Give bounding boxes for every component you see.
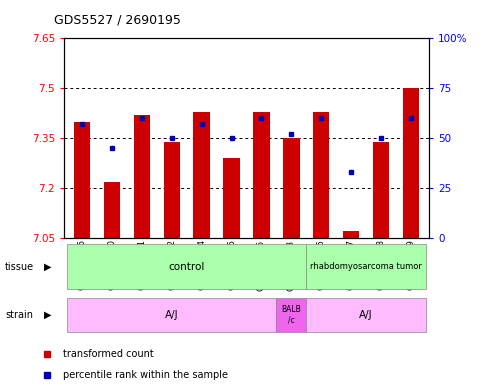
Bar xyxy=(313,112,329,238)
Bar xyxy=(134,115,150,238)
Text: tissue: tissue xyxy=(5,262,34,272)
Text: A/J: A/J xyxy=(165,310,178,320)
FancyBboxPatch shape xyxy=(67,298,277,332)
FancyBboxPatch shape xyxy=(306,245,426,290)
Bar xyxy=(164,142,180,238)
Bar xyxy=(74,122,90,238)
Bar xyxy=(253,112,270,238)
Text: control: control xyxy=(169,262,205,272)
Text: strain: strain xyxy=(5,310,33,320)
Text: percentile rank within the sample: percentile rank within the sample xyxy=(63,370,228,380)
Bar xyxy=(193,112,210,238)
Bar xyxy=(403,88,419,238)
FancyBboxPatch shape xyxy=(277,298,306,332)
Text: A/J: A/J xyxy=(359,310,373,320)
Bar xyxy=(343,232,359,238)
FancyBboxPatch shape xyxy=(306,298,426,332)
Bar xyxy=(373,142,389,238)
Text: transformed count: transformed count xyxy=(63,349,153,359)
Text: GDS5527 / 2690195: GDS5527 / 2690195 xyxy=(54,14,181,27)
Bar xyxy=(104,182,120,238)
Text: BALB
/c: BALB /c xyxy=(282,305,301,324)
Text: ▶: ▶ xyxy=(44,310,52,320)
Bar xyxy=(223,158,240,238)
Text: rhabdomyosarcoma tumor: rhabdomyosarcoma tumor xyxy=(310,262,422,271)
Text: ▶: ▶ xyxy=(44,262,52,272)
Bar xyxy=(283,138,300,238)
FancyBboxPatch shape xyxy=(67,245,306,290)
